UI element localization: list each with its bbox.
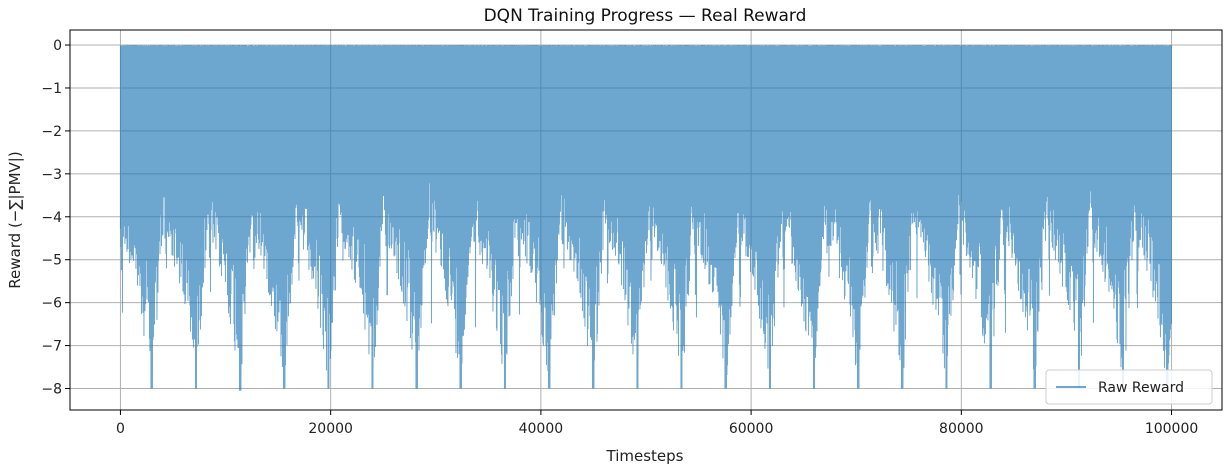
chart-title: DQN Training Progress — Real Reward — [484, 6, 807, 26]
y-tick-label: −4 — [41, 210, 62, 226]
y-axis-ticks: 0 −1 −2 −3 −4 −5 −6 −7 −8 — [41, 38, 70, 398]
x-tick-label: 60000 — [729, 421, 774, 437]
x-tick-label: 40000 — [519, 421, 564, 437]
plot-frame — [69, 29, 1223, 411]
series-line-raw-reward — [119, 45, 1172, 391]
y-tick-label: 0 — [53, 38, 62, 54]
x-tick-label: 100000 — [1145, 421, 1198, 437]
y-tick-label: −3 — [41, 167, 62, 183]
x-tick-label: 20000 — [308, 421, 353, 437]
x-tick-label: 0 — [116, 421, 125, 437]
y-tick-label: −2 — [41, 124, 62, 140]
y-tick-label: −1 — [41, 81, 62, 97]
plot-area — [119, 45, 1172, 391]
y-tick-label: −5 — [41, 253, 62, 269]
legend-box — [1045, 369, 1213, 405]
legend-label-raw-reward: Raw Reward — [1098, 380, 1184, 396]
y-tick-label: −6 — [41, 296, 62, 312]
x-axis-ticks: 0 20000 40000 60000 80000 100000 — [116, 410, 1198, 437]
y-tick-label: −8 — [41, 382, 62, 398]
y-tick-label: −7 — [41, 339, 62, 355]
x-axis-label: Timesteps — [606, 447, 684, 465]
x-tick-label: 80000 — [939, 421, 984, 437]
y-axis-label: Reward (−∑|PMV|) — [6, 151, 24, 288]
legend: Raw Reward — [1045, 369, 1213, 405]
